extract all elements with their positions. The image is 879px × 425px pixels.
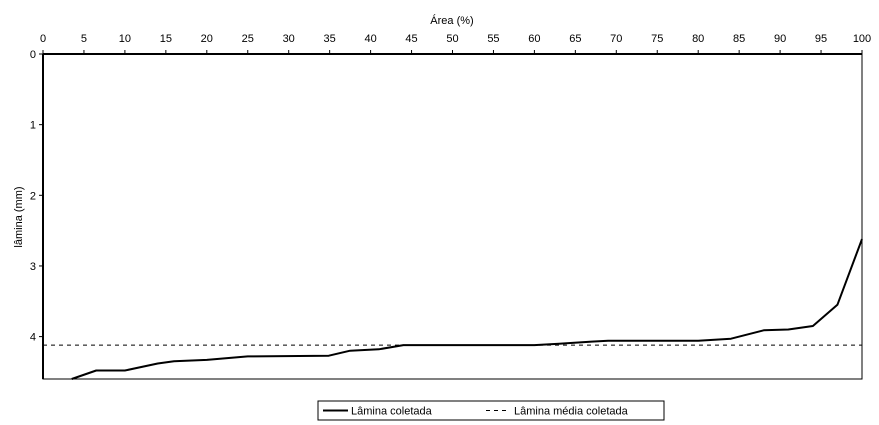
plot-area	[42, 53, 863, 380]
x-tick-label: 60	[528, 33, 540, 45]
y-axis-title: lâmina (mm)	[13, 186, 25, 247]
x-tick-label: 80	[692, 33, 704, 45]
x-tick-label: 30	[283, 33, 295, 45]
x-tick-label: 5	[81, 33, 87, 45]
x-tick-label: 85	[733, 33, 745, 45]
x-axis: 0 5 10 15 20 25 30 35 40 45 50 55 60 65 70 75 80 85 90 95 10…	[40, 33, 871, 55]
series-layer	[43, 238, 863, 380]
x-tick-label: 55	[487, 33, 499, 45]
x-tick-label: 95	[815, 33, 827, 45]
legend-label-solid: Lâmina coletada	[351, 406, 433, 418]
legend: Lâmina coletada Lâmina média coletada	[317, 400, 665, 421]
x-tick-label: 100	[853, 33, 871, 45]
y-tick-label: 0	[30, 49, 36, 61]
x-tick-label: 0	[40, 33, 46, 45]
y-tick-label: 1	[30, 120, 36, 132]
x-tick-label: 90	[774, 33, 786, 45]
y-axis: 0 1 2 3 4	[30, 49, 44, 379]
legend-box	[317, 400, 665, 421]
x-tick-label: 50	[446, 33, 458, 45]
x-tick-label: 40	[364, 33, 376, 45]
x-axis-title: Área (%)	[430, 14, 473, 27]
x-tick-label: 70	[610, 33, 622, 45]
x-tick-label: 10	[119, 33, 131, 45]
x-tick-label: 75	[651, 33, 663, 45]
x-tick-label: 45	[405, 33, 417, 45]
y-tick-label: 2	[30, 190, 36, 202]
y-tick-label: 3	[30, 261, 36, 273]
x-tick-label: 35	[324, 33, 336, 45]
y-tick-label: 4	[30, 332, 36, 344]
x-tick-label: 15	[160, 33, 172, 45]
x-tick-label: 20	[201, 33, 213, 45]
x-tick-label: 65	[569, 33, 581, 45]
legend-label-dashed: Lâmina média coletada	[514, 406, 629, 418]
x-tick-label: 25	[242, 33, 254, 45]
